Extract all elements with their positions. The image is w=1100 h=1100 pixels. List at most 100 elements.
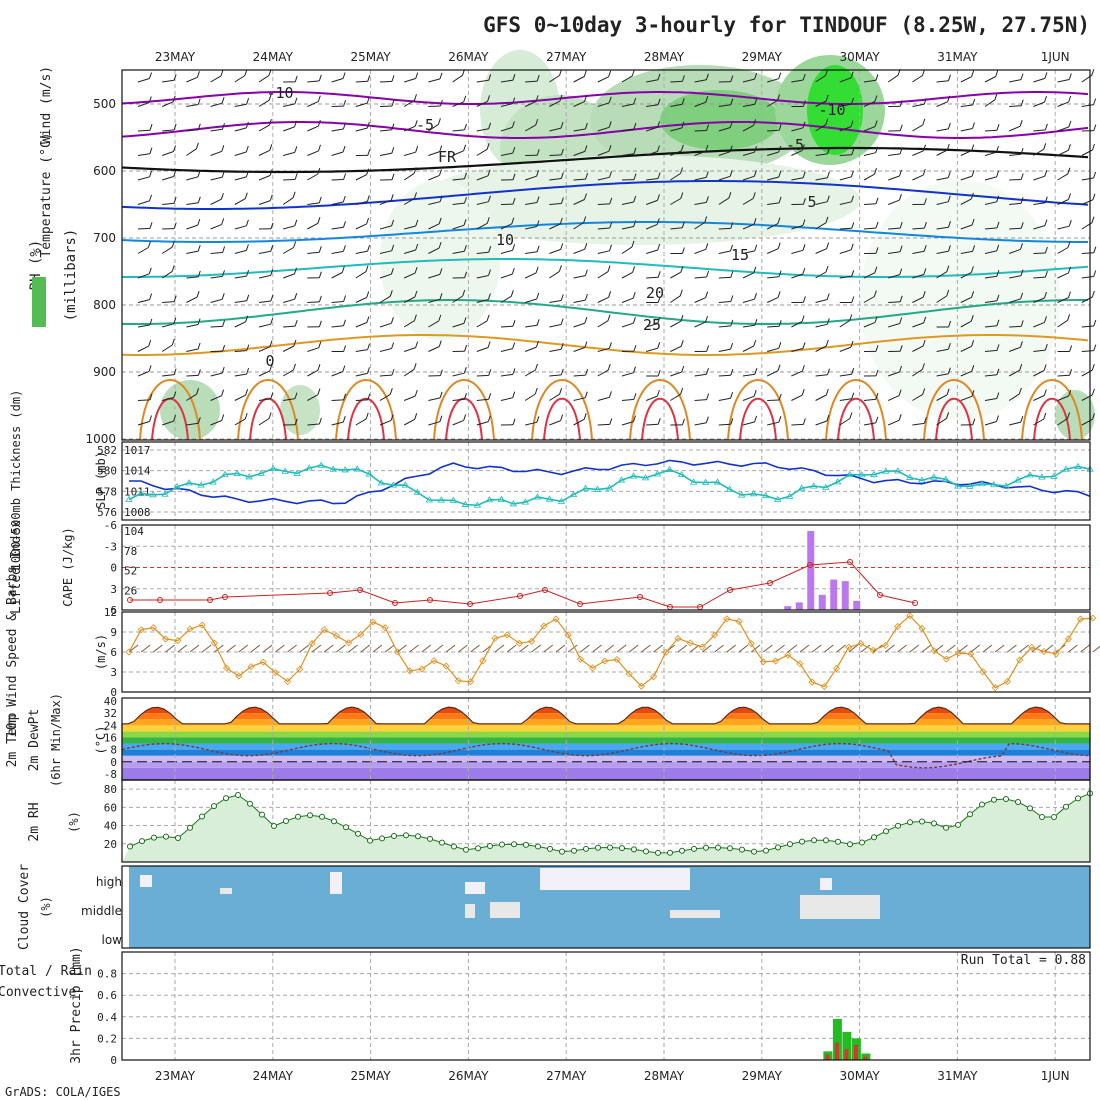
wind-barb bbox=[137, 200, 150, 205]
wind-barb bbox=[597, 203, 610, 205]
wind-barb-flag bbox=[560, 197, 564, 204]
contour-label: 0 bbox=[265, 352, 274, 370]
wind-barb-flag bbox=[560, 243, 564, 250]
wind-barb bbox=[718, 374, 731, 377]
rh-marker bbox=[571, 847, 577, 854]
wind-barb-flag bbox=[559, 217, 563, 225]
wind-barb-flag bbox=[197, 218, 201, 226]
wind-barb bbox=[815, 177, 828, 181]
wind-barb-flag bbox=[487, 415, 491, 422]
wind-barb-flag bbox=[922, 339, 926, 347]
wind-barb-flag bbox=[391, 173, 395, 180]
wind-barb-flag bbox=[512, 173, 516, 180]
wind-barb-flag bbox=[173, 317, 177, 324]
wind-barb bbox=[379, 322, 392, 328]
wind-barb bbox=[791, 321, 803, 328]
wind-barb bbox=[355, 200, 368, 205]
wind-barb bbox=[815, 74, 826, 83]
wind-barb bbox=[1019, 644, 1029, 653]
wind-barb bbox=[258, 200, 271, 205]
wind-barb bbox=[428, 421, 441, 426]
wind-barb bbox=[1033, 252, 1046, 254]
wind-barb-flag bbox=[536, 149, 540, 156]
wind-barb-flag bbox=[802, 267, 806, 275]
wind-barb-flag bbox=[221, 414, 225, 421]
wind-barb-flag bbox=[413, 167, 417, 174]
run-total: Run Total = 0.88 bbox=[961, 953, 1086, 968]
precip-tick: 0.4 bbox=[97, 1011, 117, 1024]
wind-barb-flag bbox=[923, 268, 927, 275]
wind-barb bbox=[1033, 349, 1046, 352]
wind-barb bbox=[1008, 393, 1020, 401]
wind-barb-flag bbox=[463, 367, 467, 374]
wind-barb-flag bbox=[415, 146, 419, 153]
wind-barb bbox=[549, 154, 562, 156]
wind-barb-flag bbox=[802, 100, 806, 107]
wind-barb-flag bbox=[923, 316, 927, 324]
wind-barb-flag bbox=[367, 244, 371, 252]
wind-barb-flag bbox=[269, 340, 273, 347]
wind-speed-marker bbox=[369, 618, 377, 626]
rh-marker bbox=[799, 838, 805, 845]
temp-band bbox=[122, 749, 1090, 756]
wind-barb-flag bbox=[1020, 320, 1024, 327]
wind-barb bbox=[525, 421, 538, 426]
wind-barb bbox=[839, 126, 852, 132]
wind-barb-flag bbox=[270, 269, 274, 276]
wind-barb-flag bbox=[149, 393, 153, 401]
wind-barb bbox=[573, 178, 586, 181]
wind-barb bbox=[863, 321, 876, 328]
cape-bar bbox=[853, 600, 861, 610]
rh-marker bbox=[367, 837, 373, 844]
wind-barb bbox=[573, 248, 585, 254]
rh-marker bbox=[703, 844, 709, 851]
ylabel: Cloud Cover bbox=[17, 864, 32, 950]
wind-barb-flag bbox=[294, 267, 297, 275]
ylabel: 2m RH bbox=[27, 802, 42, 841]
wind-barb bbox=[452, 398, 465, 401]
wind-barb-flag bbox=[584, 122, 588, 130]
wind-barb-flag bbox=[512, 146, 516, 154]
date-label-bottom: 27MAY bbox=[546, 1069, 587, 1083]
wind-barb bbox=[397, 644, 407, 653]
wind-speed-marker bbox=[271, 669, 279, 677]
wind-barb bbox=[863, 398, 876, 401]
date-label-bottom: 30MAY bbox=[839, 1069, 880, 1083]
wind-barb-flag bbox=[1018, 387, 1022, 395]
ylabel: 3hr Precip (mm) bbox=[69, 946, 84, 1063]
upper-air-panel: 5006007008009001000-10-5FR-515202510-105… bbox=[28, 50, 1097, 446]
wind-barb bbox=[186, 296, 198, 303]
wind-barb-flag bbox=[343, 221, 346, 228]
wind-barb bbox=[234, 103, 247, 107]
date-label-top: 30MAY bbox=[839, 50, 880, 64]
wind-barb-flag bbox=[705, 171, 709, 178]
wind-barb-flag bbox=[149, 194, 152, 202]
wind-barb bbox=[355, 418, 367, 426]
wind-barb bbox=[258, 346, 271, 352]
wind-barb-flag bbox=[511, 217, 515, 224]
wind-barb bbox=[694, 276, 707, 279]
wind-barb bbox=[210, 395, 222, 401]
wind-barb-flag bbox=[343, 319, 346, 326]
wind-barb-flag bbox=[439, 369, 443, 376]
rh-marker bbox=[871, 834, 877, 841]
wind-barb bbox=[234, 373, 247, 377]
wind-barb bbox=[307, 369, 319, 377]
contour-arc bbox=[641, 397, 679, 441]
wind-barb bbox=[186, 176, 199, 181]
wind-barb bbox=[355, 322, 368, 328]
rh-marker bbox=[487, 843, 493, 849]
wind-barb-flag bbox=[197, 318, 201, 325]
wind-barb-flag bbox=[875, 247, 879, 254]
wind-barb-flag bbox=[318, 246, 322, 253]
wind-barb-flag bbox=[946, 289, 950, 297]
wind-barb bbox=[824, 644, 834, 653]
wind-barb-flag bbox=[680, 315, 684, 322]
wind-barb bbox=[525, 346, 537, 352]
wind-barb-flag bbox=[899, 124, 903, 131]
wind-barb bbox=[1081, 104, 1094, 107]
wind-barb-flag bbox=[173, 170, 177, 177]
wind-barb-flag bbox=[318, 196, 322, 204]
rh-marker bbox=[499, 841, 505, 848]
